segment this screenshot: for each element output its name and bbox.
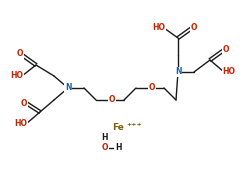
Text: HO: HO bbox=[153, 23, 166, 33]
Text: N: N bbox=[65, 84, 71, 92]
Text: O: O bbox=[102, 143, 108, 153]
Text: Fe: Fe bbox=[112, 124, 124, 132]
Text: HO: HO bbox=[11, 72, 24, 80]
Text: H: H bbox=[102, 134, 108, 143]
Text: +++: +++ bbox=[126, 122, 142, 128]
Text: O: O bbox=[191, 23, 197, 33]
Text: O: O bbox=[17, 50, 23, 58]
Text: N: N bbox=[175, 68, 181, 76]
Text: O: O bbox=[109, 96, 115, 104]
Text: O: O bbox=[149, 84, 155, 92]
Text: HO: HO bbox=[222, 68, 235, 76]
Text: HO: HO bbox=[15, 120, 28, 128]
Text: H: H bbox=[115, 143, 121, 153]
Text: O: O bbox=[223, 46, 229, 54]
Text: O: O bbox=[21, 98, 27, 108]
